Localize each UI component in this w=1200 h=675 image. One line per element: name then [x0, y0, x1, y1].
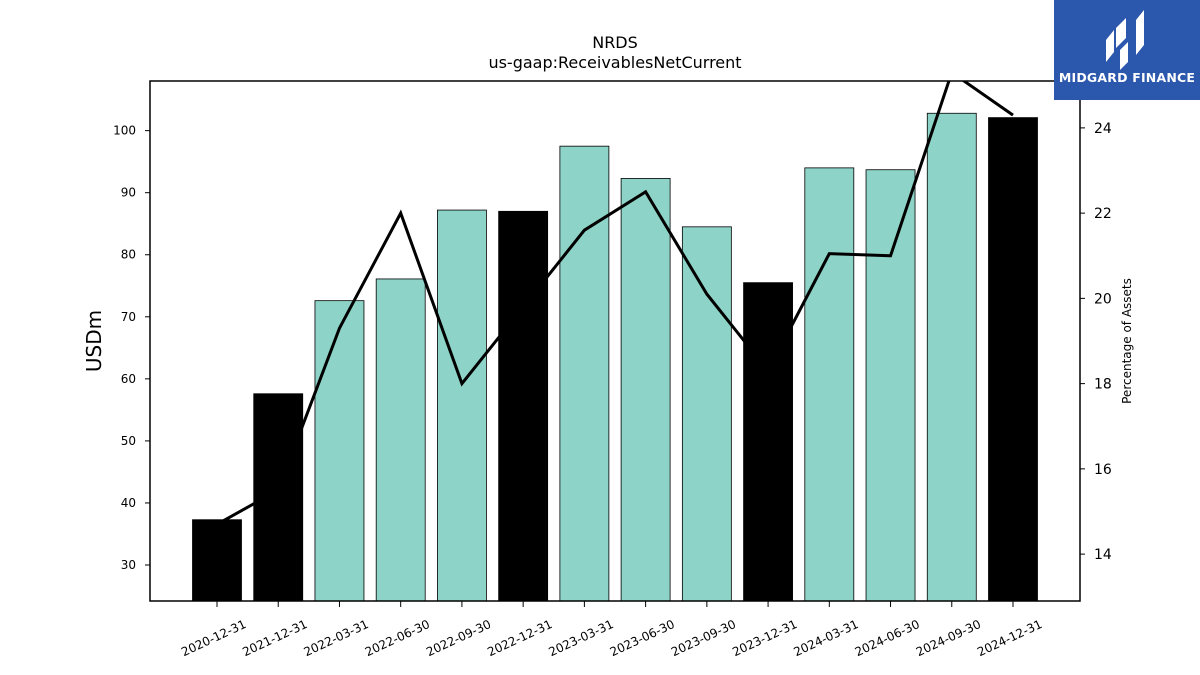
bar-2024-06-30	[865, 169, 916, 602]
x-axis: 2020-12-312021-12-312022-03-312022-06-30…	[179, 601, 1044, 659]
midgard-logo-icon	[1106, 10, 1144, 70]
bar-2022-06-30	[375, 278, 426, 602]
y-tick-label-90: 90	[121, 186, 136, 200]
y-tick-label-70: 70	[121, 310, 136, 324]
x-tick-label-2024-06-30: 2024-06-30	[853, 617, 922, 659]
bar-2024-12-31	[988, 117, 1038, 602]
bar-2022-03-31	[314, 300, 365, 602]
chart-subtitle: us-gaap:ReceivablesNetCurrent	[488, 53, 741, 72]
y-right-tick-label-16: 16	[1094, 462, 1112, 478]
x-tick-label-2023-03-31: 2023-03-31	[547, 617, 616, 659]
bar-2024-03-31	[804, 167, 855, 602]
y-right-tick-label-22: 22	[1094, 206, 1112, 222]
y-right-tick-label-18: 18	[1094, 377, 1112, 393]
x-tick-label-2024-03-31: 2024-03-31	[791, 617, 860, 659]
y-axis-right-label: Percentage of Assets	[1120, 278, 1134, 404]
x-tick-label-2022-09-30: 2022-09-30	[424, 617, 493, 659]
x-tick-label-2022-12-31: 2022-12-31	[485, 617, 554, 659]
bar-2023-09-30	[681, 226, 732, 602]
y-right-tick-label-24: 24	[1094, 121, 1112, 137]
bar-2024-09-30	[926, 112, 977, 602]
x-tick-label-2020-12-31: 2020-12-31	[179, 617, 248, 659]
x-tick-label-2023-06-30: 2023-06-30	[608, 617, 677, 659]
y-tick-label-30: 30	[121, 558, 136, 572]
y-tick-label-80: 80	[121, 248, 136, 262]
x-tick-label-2024-09-30: 2024-09-30	[914, 617, 983, 659]
y-axis-left: 30 40 50 60 70 80 90 100	[113, 124, 150, 572]
chart-title: NRDS	[592, 33, 638, 52]
brand-logo: MIDGARD FINANCE	[1054, 0, 1200, 100]
x-tick-label-2021-12-31: 2021-12-31	[240, 617, 309, 659]
bar-2022-12-31	[498, 210, 549, 602]
x-tick-label-2024-12-31: 2024-12-31	[975, 617, 1044, 659]
plot-frame	[149, 80, 1081, 602]
x-tick-label-2022-06-30: 2022-06-30	[363, 617, 432, 659]
brand-name: MIDGARD FINANCE	[1058, 70, 1196, 85]
y-tick-label-60: 60	[121, 372, 136, 386]
bar-2022-09-30	[437, 209, 487, 602]
bar-2023-03-31	[559, 145, 610, 602]
y-tick-label-40: 40	[121, 496, 136, 510]
y-right-tick-label-14: 14	[1094, 547, 1112, 563]
y-tick-label-50: 50	[121, 434, 136, 448]
bar-2020-12-31	[192, 519, 242, 602]
x-tick-label-2022-03-31: 2022-03-31	[302, 617, 371, 659]
y-tick-label-100: 100	[113, 124, 136, 138]
bar-series	[192, 112, 1038, 602]
x-tick-label-2023-09-30: 2023-09-30	[669, 617, 738, 659]
bar-2023-12-31	[743, 282, 793, 602]
bar-2023-06-30	[620, 178, 671, 602]
y-axis-label: USDm	[82, 310, 106, 372]
percentage-line	[216, 81, 1014, 526]
y-axis-right: 14 16 18 20 22 24	[1080, 121, 1112, 563]
line-series	[216, 81, 1014, 526]
x-tick-label-2023-12-31: 2023-12-31	[730, 617, 799, 659]
bar-2021-12-31	[253, 393, 304, 602]
y-right-tick-label-20: 20	[1094, 291, 1112, 307]
